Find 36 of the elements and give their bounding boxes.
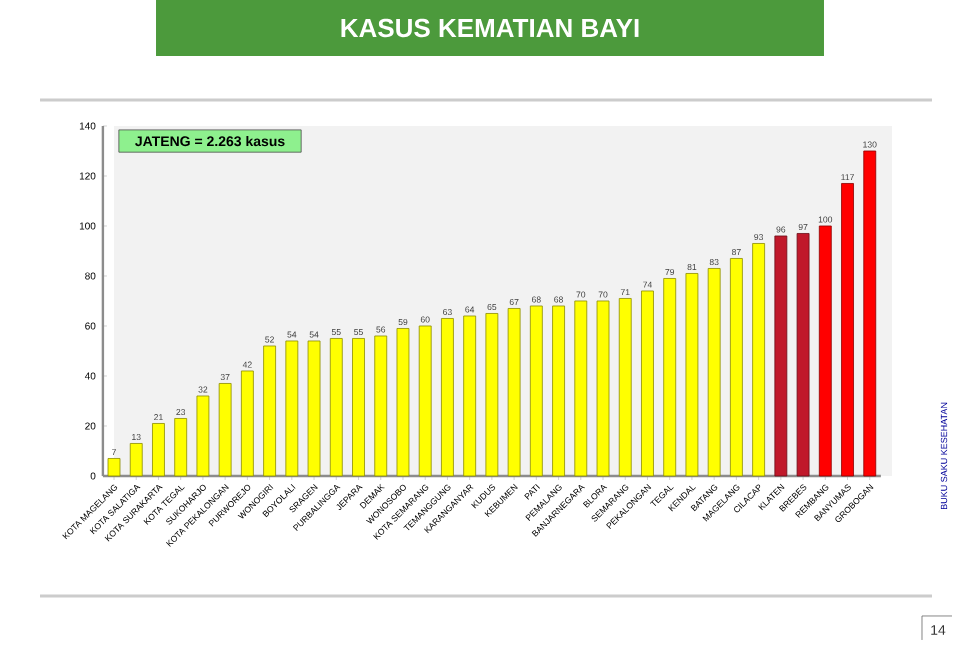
bar (374, 335, 388, 477)
bar (107, 458, 121, 477)
bar (418, 325, 432, 477)
bar (463, 315, 477, 477)
chart-title: KASUS KEMATIAN BAYI (341, 18, 639, 38)
bar (841, 183, 854, 477)
bar (285, 340, 299, 477)
bar (663, 278, 677, 477)
bar (352, 338, 365, 477)
bar (574, 300, 588, 477)
bar (529, 305, 543, 477)
bar (307, 340, 321, 477)
bar (552, 305, 565, 477)
bar (818, 225, 832, 477)
bar (441, 318, 454, 477)
bar (218, 383, 232, 477)
bar (240, 370, 254, 477)
bar (641, 290, 654, 477)
bar (596, 300, 610, 477)
bar (863, 150, 877, 477)
bar (752, 243, 766, 477)
bar (263, 345, 277, 477)
bar (774, 235, 788, 477)
bar (729, 258, 743, 477)
bar (618, 298, 632, 477)
bar (329, 338, 343, 477)
bar (507, 308, 521, 477)
bar (796, 233, 810, 477)
bar (152, 423, 165, 477)
bar (196, 395, 210, 477)
bar (174, 418, 188, 477)
bar (129, 443, 143, 477)
bar (485, 313, 499, 477)
bar (396, 328, 410, 477)
bar (707, 268, 721, 477)
bar (685, 273, 699, 477)
